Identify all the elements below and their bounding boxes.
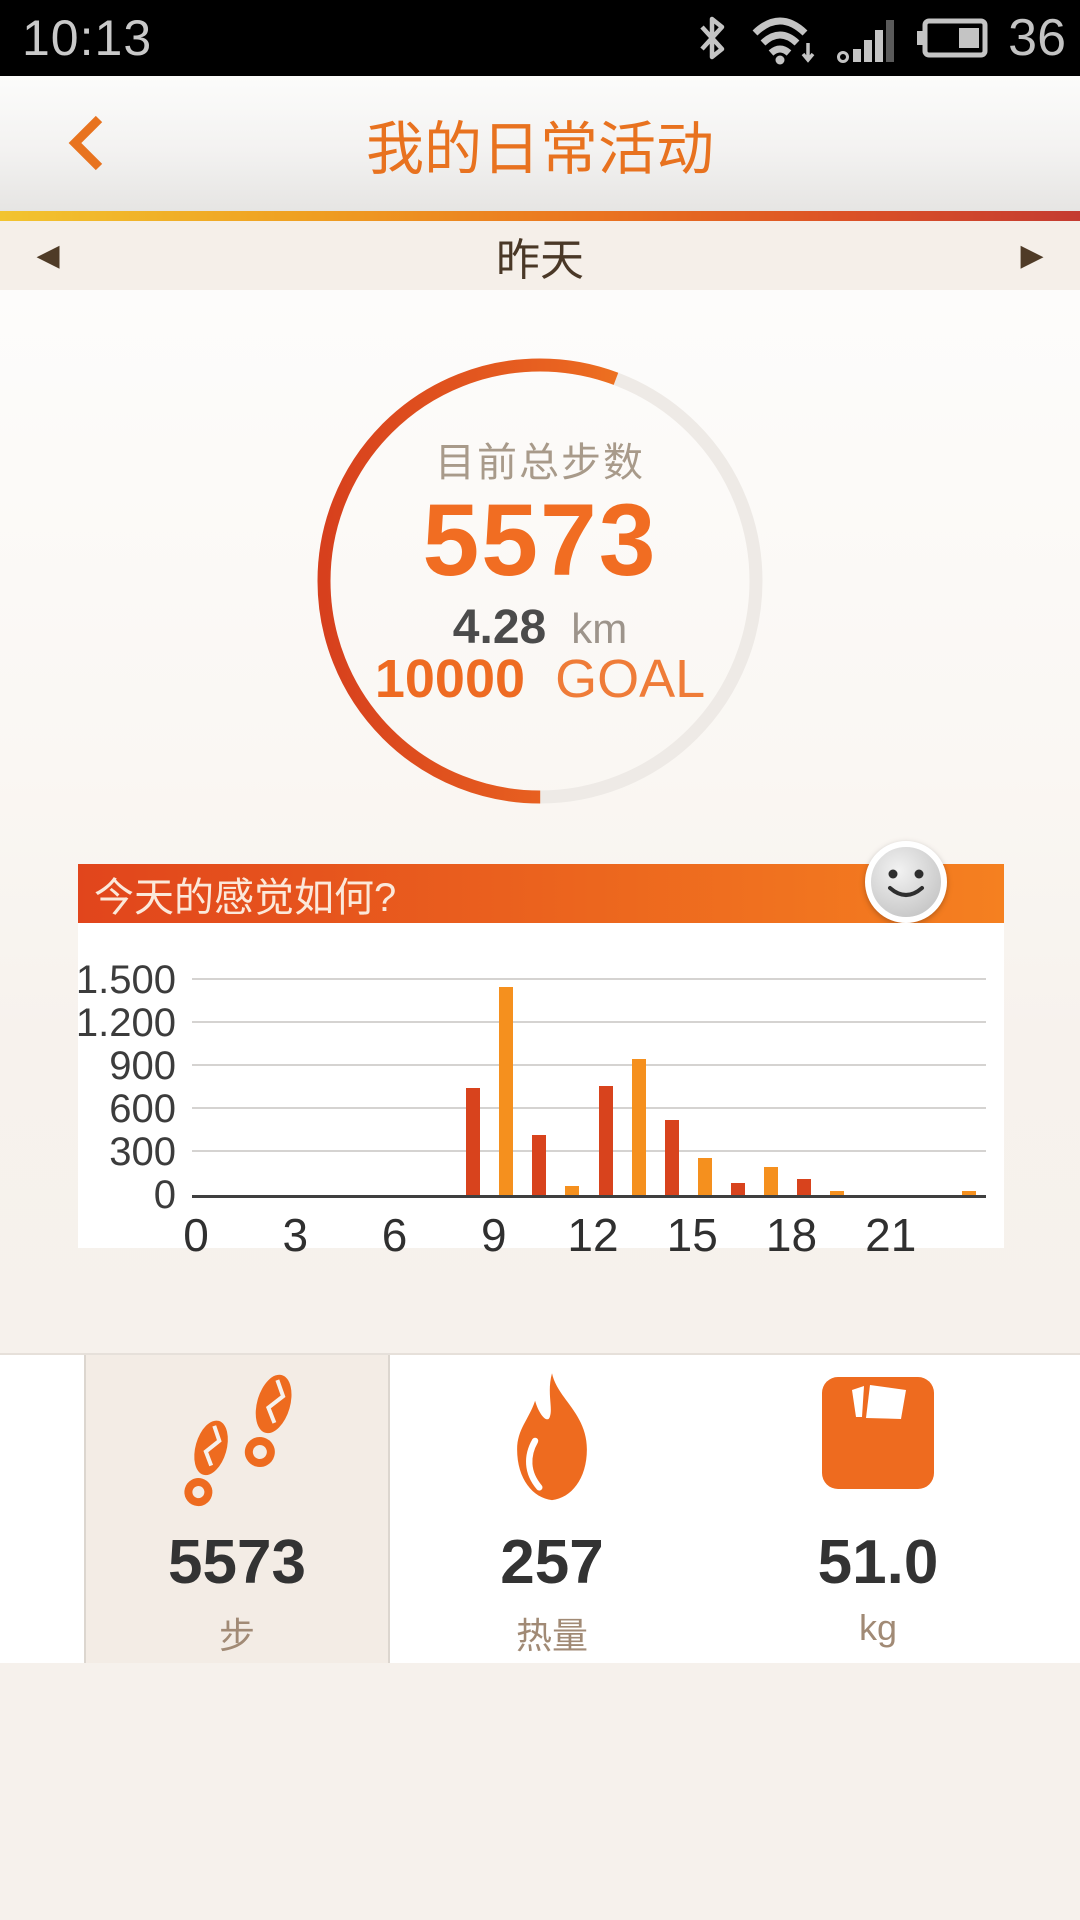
x-tick-label: 3	[282, 1209, 309, 1261]
chart-bar	[830, 1191, 845, 1195]
status-time: 10:13	[22, 10, 153, 66]
bluetooth-icon	[694, 11, 730, 65]
battery-icon	[916, 16, 988, 60]
chart-bar	[499, 987, 514, 1195]
chart-bar	[532, 1134, 547, 1195]
y-tick-label: 900	[109, 1044, 176, 1088]
goal-label: GOAL	[555, 649, 706, 709]
back-chevron-icon	[67, 114, 107, 175]
x-tick-label: 18	[765, 1209, 818, 1261]
signal-icon	[836, 11, 896, 65]
stat-tile-weight[interactable]: 51.0 kg	[716, 1355, 1040, 1663]
date-label: 昨天	[496, 235, 584, 285]
footprints-icon	[86, 1369, 388, 1521]
chart-bar	[466, 1087, 481, 1195]
y-tick-label: 1.500	[75, 958, 176, 1002]
app-header: 我的日常活动	[0, 76, 1080, 211]
distance-row: 4.28 km	[0, 600, 1080, 655]
steps-count: 5573	[422, 483, 658, 597]
calories-tile-value: 257	[500, 1528, 604, 1597]
gridline	[192, 1107, 986, 1109]
stat-tile-calories[interactable]: 257 热量	[390, 1355, 714, 1663]
flame-icon	[390, 1369, 714, 1517]
weight-tile-value: 51.0	[817, 1528, 939, 1597]
chart-bar	[598, 1086, 613, 1195]
mood-question: 今天的感觉如何?	[94, 875, 397, 920]
x-tick-label: 15	[666, 1209, 718, 1261]
calories-tile-label: 热量	[515, 1615, 588, 1656]
steps-tile-label: 步	[218, 1615, 255, 1656]
goal-value: 10000	[374, 649, 526, 709]
chart-bar	[962, 1191, 977, 1195]
tile-divider	[84, 1355, 86, 1663]
chart-plot: 1.500 1.200 900 600 300 0 0 3 6 9 12 15 18 21	[76, 958, 986, 1261]
gridline	[192, 1064, 986, 1066]
distance-unit: km	[571, 605, 628, 652]
gridline	[192, 1021, 986, 1023]
page-title: 我的日常活动	[365, 116, 714, 182]
activity-chart-card: 今天的感觉如何? 1.500 1.200 900 600 300 0 0	[76, 841, 1004, 1261]
chart-bar	[565, 1186, 580, 1195]
y-tick-label: 300	[109, 1130, 176, 1174]
y-tick-label: 0	[153, 1173, 176, 1217]
gridline	[192, 978, 986, 980]
x-tick-label: 21	[865, 1209, 917, 1261]
steps-caption: 目前总步数	[435, 441, 645, 485]
chart-bar	[730, 1182, 745, 1195]
x-tick-label: 9	[480, 1209, 507, 1261]
next-day-button[interactable]: ▶	[992, 221, 1072, 290]
weight-tile-label: kg	[858, 1607, 898, 1648]
chart-bar	[763, 1167, 778, 1195]
gradient-divider	[0, 211, 1080, 221]
steps-tile-value: 5573	[168, 1528, 306, 1597]
wifi-icon	[750, 11, 816, 65]
chart-bar	[697, 1158, 712, 1195]
back-button[interactable]	[52, 104, 122, 184]
x-tick-label: 6	[381, 1209, 408, 1261]
chart-bar	[631, 1058, 646, 1195]
chart-bar	[797, 1178, 812, 1195]
y-tick-label: 1.200	[75, 1001, 176, 1045]
tile-divider	[388, 1355, 390, 1663]
mood-banner: 今天的感觉如何?	[78, 841, 1004, 923]
goal-row: 10000 GOAL	[0, 648, 1080, 710]
ring-progress-arc	[317, 358, 763, 804]
y-tick-label: 600	[109, 1087, 176, 1131]
x-tick-label: 0	[183, 1209, 209, 1261]
gridline	[192, 1150, 986, 1152]
date-nav-bar: ◀ 昨天 ▶	[0, 221, 1080, 290]
steps-progress-ring	[317, 358, 763, 804]
battery-percent-text: 36	[1008, 9, 1066, 67]
smiley-face-icon	[865, 841, 947, 923]
mood-smiley-button[interactable]	[862, 838, 950, 931]
status-icons: 36	[694, 8, 1066, 68]
hourly-steps-chart: 1.500 1.200 900 600 300 0 0 3 6 9 12 15 18 21	[76, 923, 1004, 1261]
prev-day-button[interactable]: ◀	[8, 221, 88, 290]
distance-value: 4.28	[452, 601, 547, 654]
scale-icon	[716, 1369, 1040, 1497]
chart-bar	[664, 1119, 679, 1195]
status-bar: 10:13	[0, 0, 1080, 76]
stats-strip: 5573 步 257 热量 51.0 kg	[0, 1353, 1080, 1663]
x-tick-label: 12	[567, 1209, 619, 1261]
stat-tile-steps[interactable]: 5573 步	[86, 1355, 388, 1663]
